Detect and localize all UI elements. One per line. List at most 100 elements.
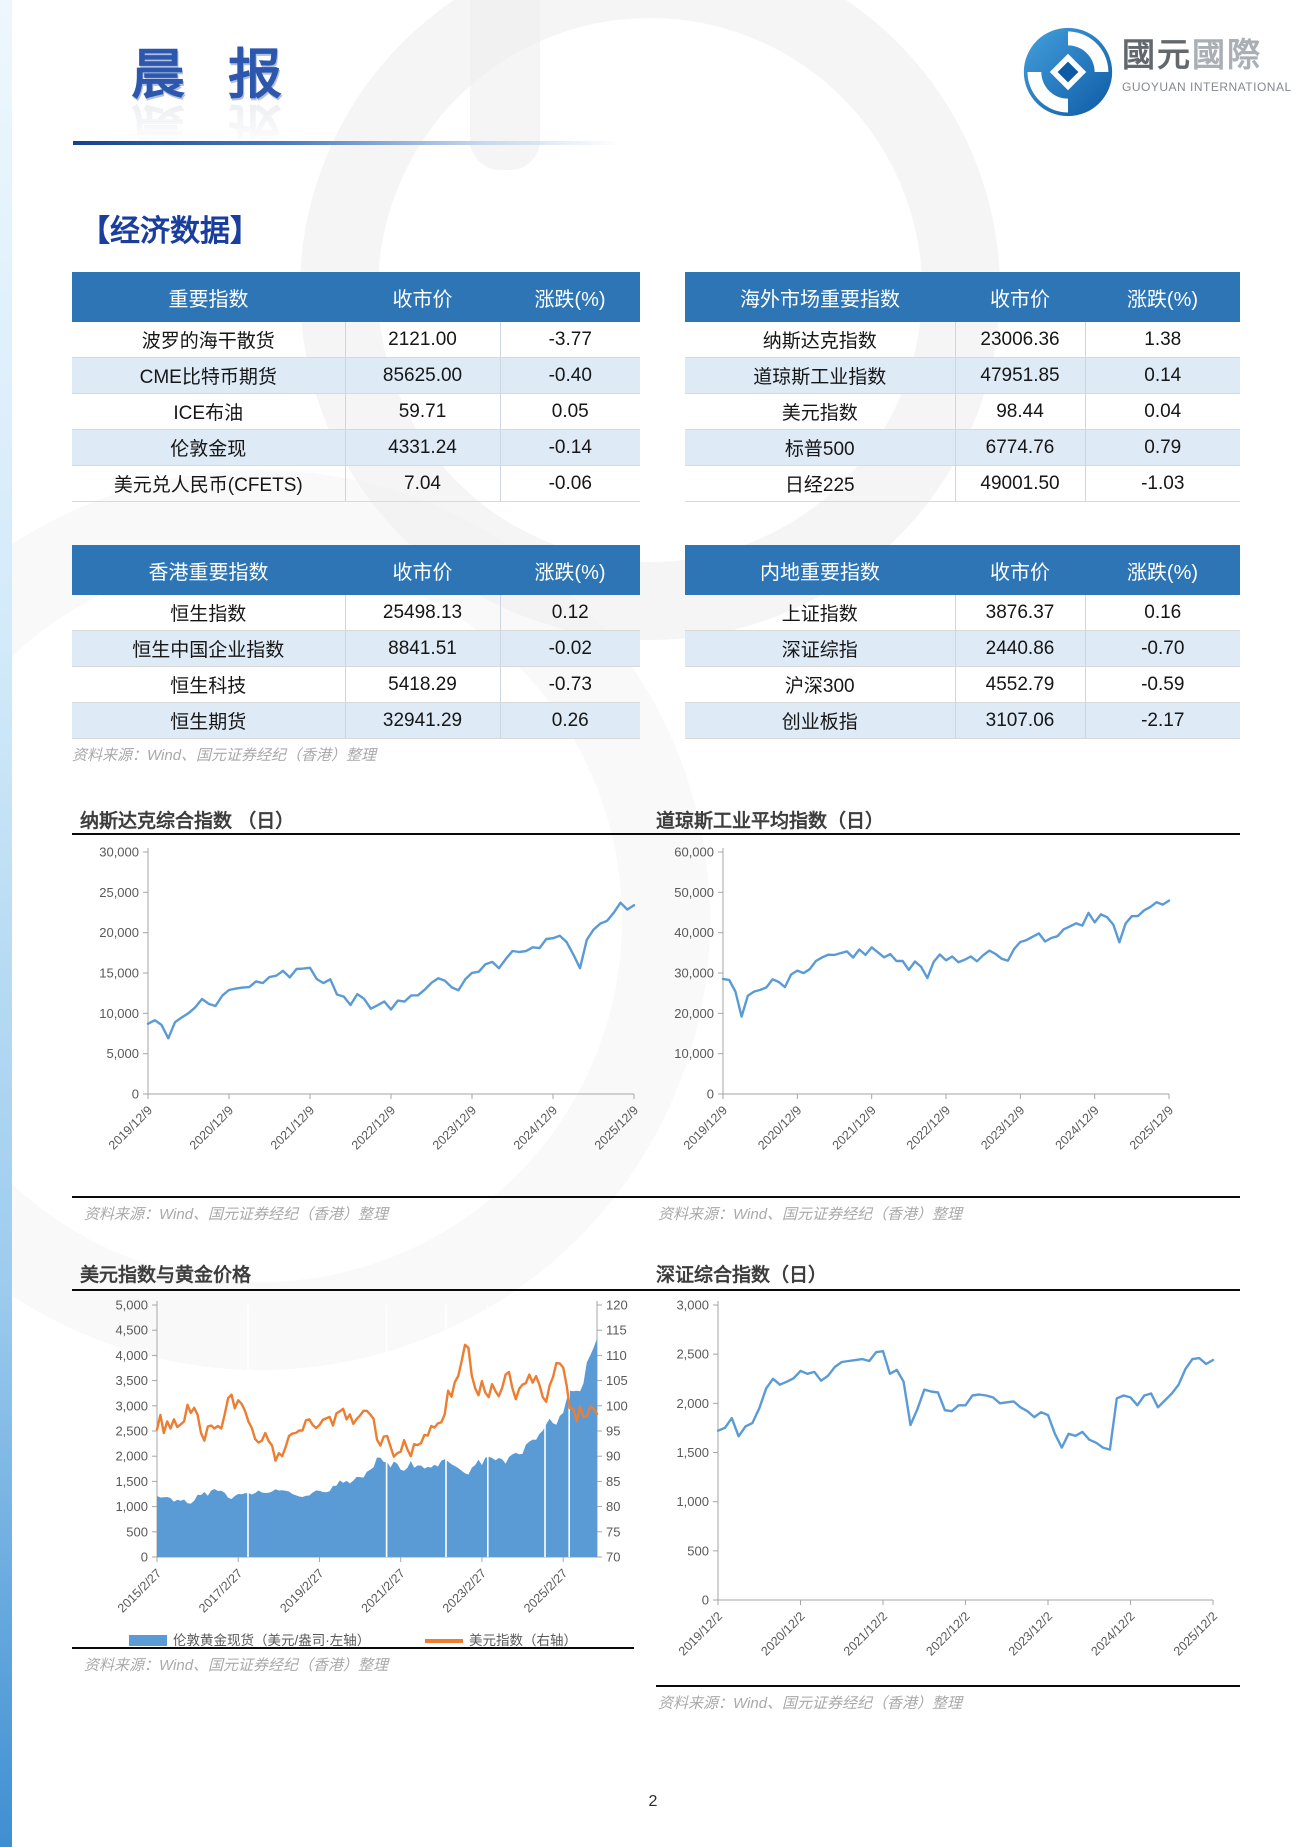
table-row: 沪深300 4552.79 -0.59 <box>685 666 1240 703</box>
chart-title-nasdaq: 纳斯达克综合指数 （日） <box>80 811 295 832</box>
svg-text:2,000: 2,000 <box>676 1396 709 1411</box>
column-header: 香港重要指数 <box>72 545 345 595</box>
table-row: 日经225 49001.50 -1.03 <box>685 465 1240 502</box>
page-number: 2 <box>648 1793 658 1810</box>
rule-under-row2-titles <box>72 1289 1240 1291</box>
svg-text:100: 100 <box>606 1398 628 1413</box>
svg-text:95: 95 <box>606 1424 620 1439</box>
table-important-indices: 重要指数 收市价 涨跌(%) 波罗的海干散货 2121.00 -3.77 CME比特币期货 8… <box>72 272 640 502</box>
svg-text:0: 0 <box>707 1087 714 1102</box>
guoyuan-logo-icon <box>1023 27 1113 117</box>
nasdaq-line-chart: 0 5,000 10,000 15,000 20,000 25,000 30,000 2019… <box>99 845 641 1153</box>
svg-text:2021/12/9: 2021/12/9 <box>268 1103 317 1152</box>
title-divider <box>73 141 621 145</box>
svg-text:75: 75 <box>606 1524 620 1539</box>
svg-text:2021/12/2: 2021/12/2 <box>841 1609 890 1658</box>
svg-text:5,000: 5,000 <box>115 1298 148 1313</box>
rule-above-shenzhen-source <box>656 1685 1240 1687</box>
svg-text:2019/12/9: 2019/12/9 <box>106 1103 155 1152</box>
svg-text:1,000: 1,000 <box>115 1499 148 1514</box>
svg-text:10,000: 10,000 <box>674 1046 714 1061</box>
svg-text:2023/12/9: 2023/12/9 <box>430 1103 479 1152</box>
svg-text:2023/12/2: 2023/12/2 <box>1006 1609 1055 1658</box>
svg-text:25,000: 25,000 <box>99 885 139 900</box>
svg-text:2019/12/2: 2019/12/2 <box>676 1609 725 1658</box>
table-row: ICE布油 59.71 0.05 <box>72 393 640 430</box>
svg-text:2024/12/9: 2024/12/9 <box>1053 1103 1102 1152</box>
svg-text:1,500: 1,500 <box>676 1445 709 1460</box>
rule-above-row1-sources <box>72 1196 1240 1198</box>
column-header: 收市价 <box>345 545 500 595</box>
svg-text:50,000: 50,000 <box>674 885 714 900</box>
svg-text:2023/2/27: 2023/2/27 <box>440 1566 489 1615</box>
svg-text:115: 115 <box>606 1323 627 1338</box>
rule-under-row1-titles <box>72 833 1240 835</box>
svg-text:2025/12/2: 2025/12/2 <box>1171 1609 1220 1658</box>
svg-text:2025/12/9: 2025/12/9 <box>1127 1103 1176 1152</box>
svg-text:2022/12/9: 2022/12/9 <box>349 1103 398 1152</box>
svg-text:2015/2/27: 2015/2/27 <box>115 1566 164 1615</box>
svg-text:10,000: 10,000 <box>99 1006 139 1021</box>
svg-text:85: 85 <box>606 1474 620 1489</box>
svg-text:2024/12/9: 2024/12/9 <box>511 1103 560 1152</box>
column-header: 涨跌(%) <box>1085 545 1240 595</box>
svg-text:2019/12/9: 2019/12/9 <box>681 1103 730 1152</box>
svg-text:2,000: 2,000 <box>115 1449 148 1464</box>
dow-source-note: 资料来源：Wind、国元证券经纪（香港）整理 <box>658 1206 963 1223</box>
svg-text:2020/12/9: 2020/12/9 <box>187 1103 236 1152</box>
table-row: 美元指数 98.44 0.04 <box>685 393 1240 430</box>
svg-text:60,000: 60,000 <box>674 845 714 860</box>
chart-title-dow: 道琼斯工业平均指数（日） <box>656 811 885 832</box>
svg-text:110: 110 <box>606 1348 627 1363</box>
column-header: 海外市场重要指数 <box>685 272 955 322</box>
svg-text:0: 0 <box>132 1087 139 1102</box>
column-header: 涨跌(%) <box>1085 272 1240 322</box>
table-row: 上证指数 3876.37 0.16 <box>685 595 1240 631</box>
column-header: 收市价 <box>345 272 500 322</box>
svg-text:伦敦黄金现货（美元/盎司·左轴）: 伦敦黄金现货（美元/盎司·左轴） <box>173 1632 370 1648</box>
svg-text:0: 0 <box>702 1593 709 1608</box>
logo-english-name: GUOYUAN INTERNATIONAL <box>1122 80 1292 94</box>
dow-line-chart: 0 10,000 20,000 30,000 40,000 50,000 60,000 201… <box>674 845 1176 1153</box>
gold-source-note: 资料来源：Wind、国元证券经纪（香港）整理 <box>84 1657 389 1674</box>
table-row: 创业板指 3107.06 -2.17 <box>685 702 1240 739</box>
table-row: 恒生指数 25498.13 0.12 <box>72 595 640 631</box>
svg-text:500: 500 <box>126 1524 148 1539</box>
svg-text:1,500: 1,500 <box>115 1474 148 1489</box>
table-overseas-indices: 海外市场重要指数 收市价 涨跌(%) 纳斯达克指数 23006.36 1.38 道琼斯工业指… <box>685 272 1240 502</box>
svg-text:500: 500 <box>687 1543 709 1558</box>
svg-text:1,000: 1,000 <box>676 1494 709 1509</box>
chart-title-gold-usd: 美元指数与黄金价格 <box>80 1265 252 1286</box>
table-row: 美元兑人民币(CFETS) 7.04 -0.06 <box>72 465 640 502</box>
table-row: 道琼斯工业指数 47951.85 0.14 <box>685 357 1240 394</box>
svg-text:30,000: 30,000 <box>99 845 139 860</box>
svg-text:120: 120 <box>606 1298 628 1313</box>
table-row: 波罗的海干散货 2121.00 -3.77 <box>72 322 640 358</box>
shenzhen-line-chart: 0 500 1,000 1,500 2,000 2,500 3,000 2019/12/2 20… <box>676 1298 1220 1659</box>
svg-text:2025/12/9: 2025/12/9 <box>592 1103 641 1152</box>
svg-text:3,500: 3,500 <box>115 1373 148 1388</box>
table-row: 恒生中国企业指数 8841.51 -0.02 <box>72 630 640 667</box>
svg-text:2019/2/27: 2019/2/27 <box>277 1566 326 1615</box>
table-row: 伦敦金现 4331.24 -0.14 <box>72 429 640 466</box>
table-mainland-indices: 内地重要指数 收市价 涨跌(%) 上证指数 3876.37 0.16 深证综指 2440.86… <box>685 545 1240 739</box>
svg-text:80: 80 <box>606 1499 620 1514</box>
svg-text:2020/12/2: 2020/12/2 <box>758 1609 807 1658</box>
svg-text:70: 70 <box>606 1550 620 1565</box>
svg-text:20,000: 20,000 <box>99 925 139 940</box>
column-header: 涨跌(%) <box>500 545 640 595</box>
logo-chinese-name: 國元國際 <box>1122 36 1262 73</box>
table-row: 标普500 6774.76 0.79 <box>685 429 1240 466</box>
svg-text:0: 0 <box>141 1550 148 1565</box>
svg-text:2022/12/2: 2022/12/2 <box>923 1609 972 1658</box>
svg-text:2021/12/9: 2021/12/9 <box>830 1103 879 1152</box>
svg-text:90: 90 <box>606 1449 620 1464</box>
section-title-economic-data: 【经济数据】 <box>80 215 260 248</box>
svg-text:2020/12/9: 2020/12/9 <box>755 1103 804 1152</box>
svg-text:2025/2/27: 2025/2/27 <box>521 1566 570 1615</box>
svg-text:2017/2/27: 2017/2/27 <box>196 1566 245 1615</box>
table-row: 纳斯达克指数 23006.36 1.38 <box>685 322 1240 358</box>
svg-text:2024/12/2: 2024/12/2 <box>1088 1609 1137 1658</box>
svg-text:2,500: 2,500 <box>676 1347 709 1362</box>
shenzhen-source-note: 资料来源：Wind、国元证券经纪（香港）整理 <box>658 1695 963 1712</box>
